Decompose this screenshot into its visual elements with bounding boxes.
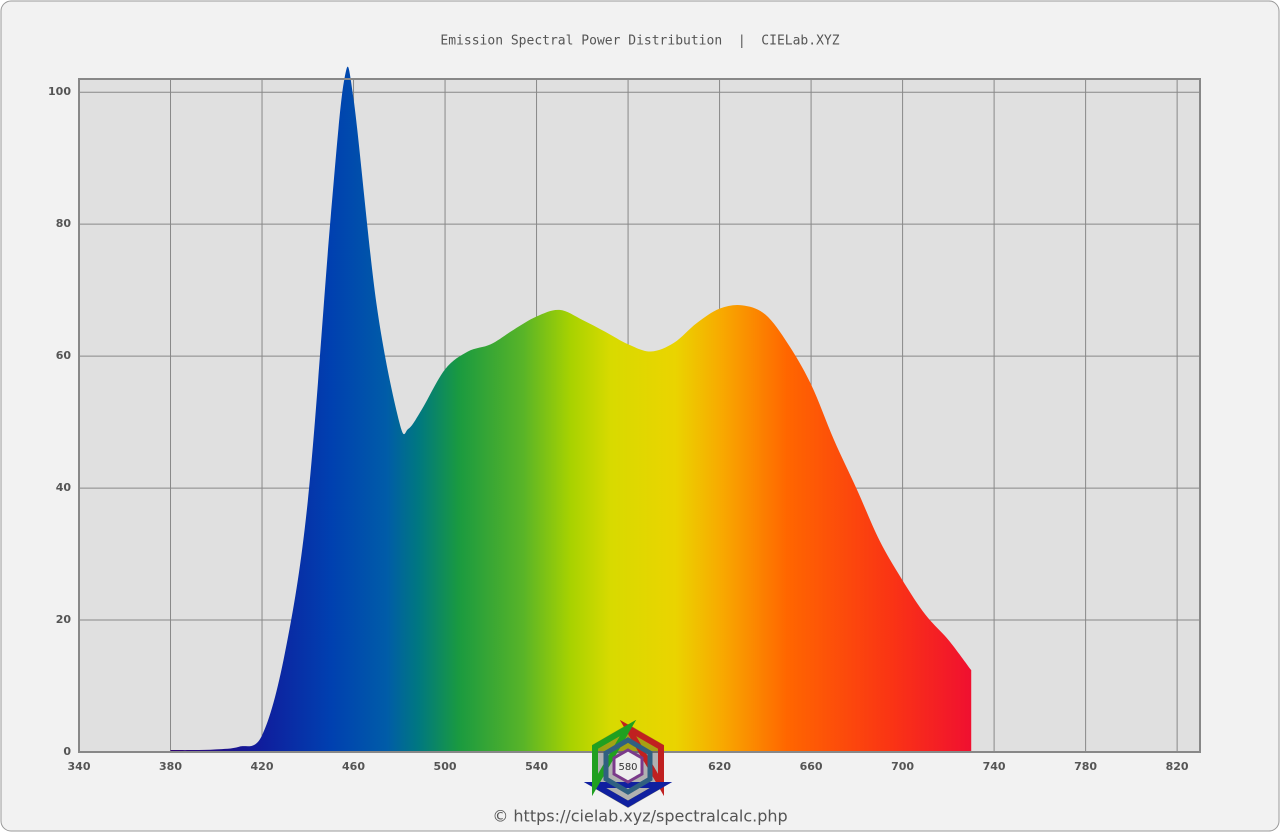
x-tick-label: 460 (342, 760, 365, 773)
x-tick-label: 540 (525, 760, 548, 773)
y-tick-label: 40 (56, 481, 72, 494)
logo-text: 580 (618, 762, 637, 773)
x-tick-label: 700 (891, 760, 914, 773)
x-tick-label: 740 (983, 760, 1006, 773)
y-tick-label: 60 (56, 349, 72, 362)
y-tick-label: 20 (56, 613, 72, 626)
chart-title: Emission Spectral Power Distribution | C… (440, 34, 839, 49)
x-tick-label: 420 (251, 760, 274, 773)
x-tick-label: 660 (800, 760, 823, 773)
spectrum-area (170, 66, 972, 752)
x-tick-label: 820 (1166, 760, 1189, 773)
y-tick-label: 100 (48, 85, 71, 98)
logo: 580 (583, 719, 673, 808)
y-tick-label: 80 (56, 217, 72, 230)
footer: © https://cielab.xyz/spectralcalc.php (492, 807, 787, 826)
x-tick-label: 380 (159, 760, 182, 773)
x-tick-label: 780 (1074, 760, 1097, 773)
y-tick-label: 0 (63, 745, 71, 758)
x-tick-label: 340 (68, 760, 91, 773)
x-tick-label: 500 (434, 760, 457, 773)
x-tick-label: 620 (708, 760, 731, 773)
